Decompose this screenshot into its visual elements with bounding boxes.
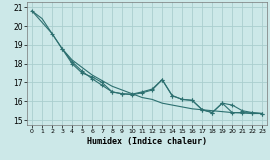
X-axis label: Humidex (Indice chaleur): Humidex (Indice chaleur) bbox=[87, 137, 207, 146]
